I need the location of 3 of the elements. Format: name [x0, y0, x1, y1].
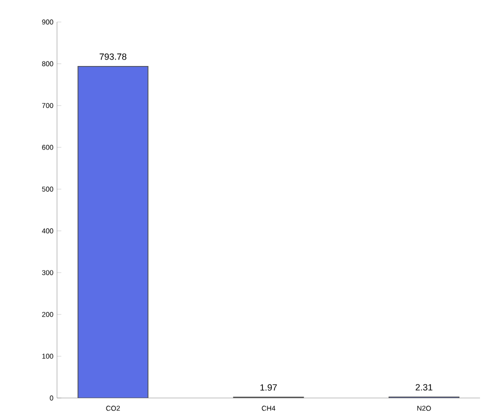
- data-label: 793.78: [100, 53, 126, 60]
- data-label: 1.97: [260, 384, 277, 391]
- data-label: 2.31: [416, 384, 432, 390]
